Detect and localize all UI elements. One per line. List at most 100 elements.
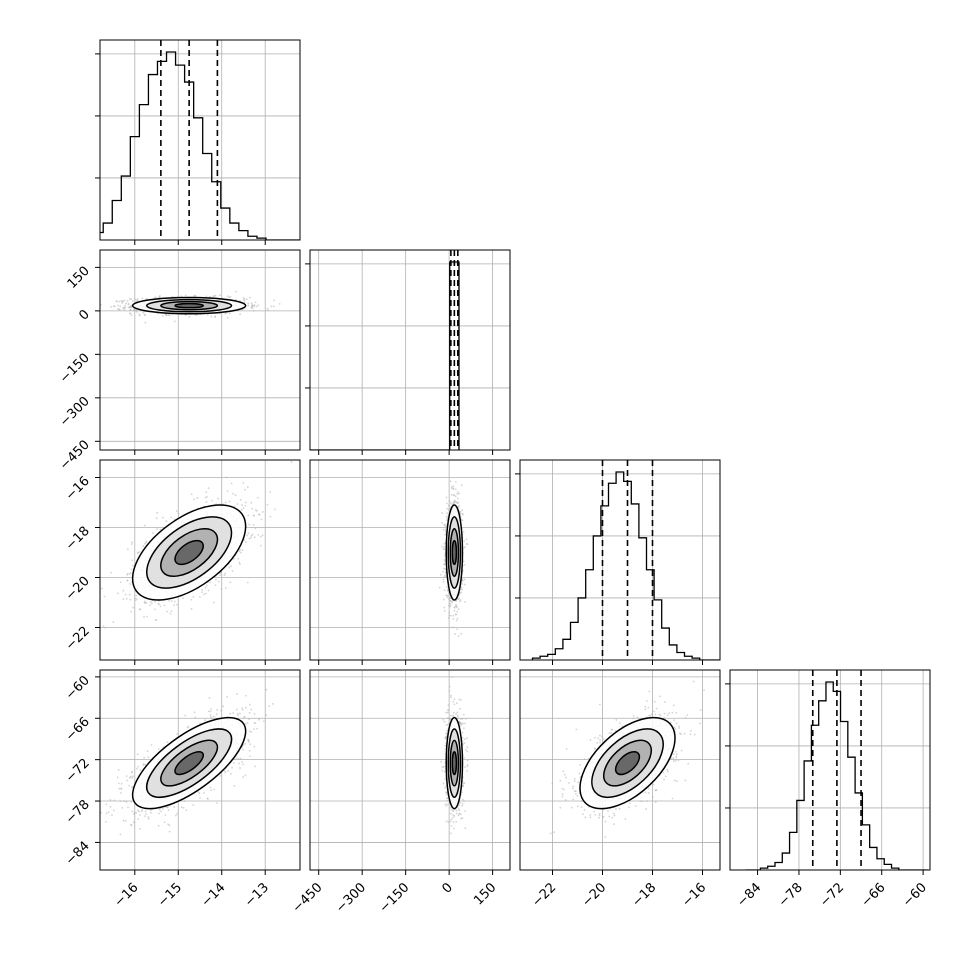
scatter-point xyxy=(193,294,196,297)
scatter-point xyxy=(461,519,464,522)
scatter-point xyxy=(122,306,125,309)
scatter-point xyxy=(440,545,443,548)
scatter-point xyxy=(449,480,452,483)
scatter-point xyxy=(204,586,207,589)
scatter-point xyxy=(248,711,251,714)
scatter-point xyxy=(446,512,448,515)
contour-line xyxy=(131,504,247,601)
scatter-point xyxy=(443,545,446,548)
scatter-point xyxy=(454,633,457,635)
scatter-point xyxy=(447,594,450,597)
scatter-point xyxy=(132,813,135,815)
scatter-point xyxy=(116,776,119,779)
scatter-point xyxy=(188,315,191,318)
scatter-point xyxy=(240,509,243,511)
scatter-point xyxy=(461,512,464,515)
scatter-point xyxy=(192,498,195,501)
scatter-point xyxy=(134,599,137,602)
scatter-point xyxy=(248,537,251,540)
scatter-point xyxy=(224,501,227,504)
scatter-point xyxy=(448,611,451,614)
scatter-point xyxy=(135,597,138,600)
scatter-point xyxy=(444,523,446,526)
scatter-point xyxy=(158,812,160,815)
scatter-point xyxy=(228,500,231,503)
scatter-point xyxy=(260,518,263,521)
scatter-point xyxy=(150,809,152,812)
scatter-point xyxy=(139,608,142,611)
scatter-point xyxy=(237,557,240,560)
scatter-point xyxy=(159,605,162,608)
scatter-point xyxy=(127,306,130,309)
scatter-point xyxy=(154,600,156,603)
scatter-point xyxy=(204,592,207,595)
scatter-point xyxy=(206,314,209,316)
scatter-point xyxy=(144,321,147,324)
histogram-1 xyxy=(310,250,460,450)
scatter-point xyxy=(462,560,465,563)
scatter-point xyxy=(218,294,221,297)
scatter-point xyxy=(201,591,204,594)
scatter-point xyxy=(173,600,176,603)
scatter-point xyxy=(262,510,264,513)
scatter-point xyxy=(452,614,455,617)
scatter-point xyxy=(138,313,141,316)
scatter-point xyxy=(166,610,169,613)
scatter-point xyxy=(242,776,244,778)
scatter-point xyxy=(461,588,463,591)
scatter-point xyxy=(464,564,466,566)
scatter-point xyxy=(242,507,245,510)
scatter-point xyxy=(105,820,107,823)
scatter-point xyxy=(463,539,466,542)
scatter-point xyxy=(447,617,450,620)
scatter-point xyxy=(255,305,258,308)
scatter-point xyxy=(451,487,453,489)
scatter-point xyxy=(136,753,139,756)
scatter-point xyxy=(224,587,227,589)
scatter-point xyxy=(122,589,125,592)
scatter-point xyxy=(446,507,449,510)
scatter-point xyxy=(124,593,127,596)
scatter-point xyxy=(251,307,254,310)
contour-line xyxy=(447,516,462,589)
contour-line xyxy=(160,527,219,577)
panel-frame xyxy=(309,459,511,661)
scatter-point xyxy=(451,626,454,629)
scatter-point xyxy=(135,594,138,597)
scatter-point xyxy=(455,600,458,602)
scatter-point xyxy=(239,767,241,769)
scatter-point xyxy=(244,488,246,491)
scatter-point xyxy=(252,524,255,526)
scatter-point xyxy=(450,493,453,496)
scatter-point xyxy=(144,810,147,813)
scatter-point xyxy=(158,296,161,298)
scatter-point xyxy=(261,534,264,537)
scatter-point xyxy=(157,602,160,605)
scatter-point xyxy=(444,572,447,575)
scatter-point xyxy=(170,610,173,613)
y-tick-label: −16 xyxy=(63,474,93,504)
scatter-point xyxy=(250,534,253,537)
scatter-point xyxy=(242,749,245,751)
scatter-point xyxy=(128,298,131,300)
scatter-point xyxy=(445,496,448,499)
scatter-point xyxy=(461,578,464,581)
scatter-point xyxy=(209,581,212,584)
scatter-point xyxy=(242,481,245,484)
scatter-point xyxy=(217,580,220,583)
scatter-point xyxy=(123,299,126,302)
scatter-point xyxy=(449,502,452,505)
scatter-point xyxy=(214,315,217,318)
scatter-point xyxy=(442,570,445,573)
scatter-point xyxy=(206,495,208,498)
scatter-point xyxy=(130,314,133,317)
density-panel-1-0 xyxy=(100,290,281,324)
scatter-point xyxy=(117,769,120,771)
scatter-point xyxy=(458,492,461,495)
scatter-point xyxy=(224,771,227,774)
scatter-point xyxy=(143,616,145,618)
scatter-point xyxy=(232,557,235,560)
scatter-point xyxy=(457,608,460,610)
histogram-step-2 xyxy=(531,471,720,660)
scatter-point xyxy=(129,823,132,826)
